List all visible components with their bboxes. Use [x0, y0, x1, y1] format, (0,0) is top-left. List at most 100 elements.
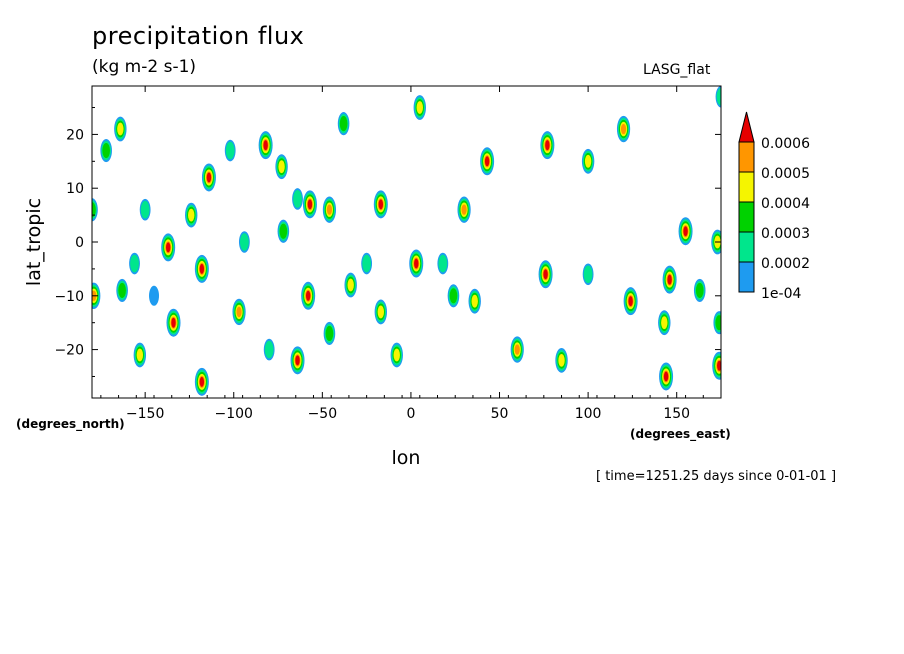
precip-cell	[194, 254, 209, 283]
precip-cell	[616, 115, 631, 143]
precip-cell	[659, 362, 674, 391]
colorbar-segment	[738, 231, 755, 263]
x-tick-label: −100	[215, 406, 253, 422]
precip-cell	[582, 263, 594, 286]
precip-cell	[623, 287, 638, 316]
precip-cell-level-6	[414, 258, 419, 269]
colorbar-label: 0.0004	[761, 196, 810, 212]
precip-cell	[275, 154, 288, 180]
precip-cell	[344, 272, 357, 298]
precip-cell	[447, 284, 460, 308]
precip-cell-level-4	[416, 101, 423, 114]
precip-cell-level-2	[264, 340, 274, 359]
precip-cell	[555, 347, 568, 373]
precip-cell-level-6	[628, 296, 633, 307]
precip-cell-level-6	[199, 263, 205, 274]
precip-cell	[114, 116, 127, 142]
x-tick-label: 150	[663, 406, 690, 422]
x-tick-label: −50	[308, 406, 338, 422]
colorbar-label: 0.0003	[761, 226, 810, 242]
precip-cell	[373, 190, 388, 219]
precip-cell	[301, 281, 316, 310]
x-tick-label: 100	[575, 406, 602, 422]
precip-cell	[302, 190, 317, 219]
precip-cell	[662, 265, 677, 294]
y-tick-label: 20	[66, 127, 84, 143]
precip-cell	[116, 278, 128, 303]
colorbar-overflow-arrow	[738, 111, 755, 143]
precip-cell-level-6	[171, 317, 176, 328]
precip-cell-level-2	[362, 254, 372, 273]
precip-cell	[323, 321, 336, 346]
precip-cell-level-6	[305, 290, 311, 301]
precip-cell	[581, 148, 595, 174]
precip-cell	[390, 342, 403, 368]
precip-cell-level-6	[717, 360, 721, 371]
y-unit-label: (degrees_north)	[16, 417, 125, 432]
precip-cell	[322, 196, 337, 223]
precip-cell	[149, 285, 160, 306]
precip-cell	[133, 342, 147, 368]
precip-cell	[166, 308, 181, 337]
time-stamp: [ time=1251.25 days since 0-01-01 ]	[596, 469, 837, 484]
precip-cell	[361, 252, 373, 275]
precip-cell	[290, 346, 305, 375]
chart-title: precipitation flux	[92, 22, 305, 50]
precip-cell	[232, 298, 246, 326]
precip-cell-level-6	[263, 140, 268, 151]
precip-cell-level-6	[543, 269, 548, 280]
colorbar-label: 0.0006	[761, 136, 810, 152]
precip-cell	[100, 138, 112, 163]
precip-cell	[258, 131, 273, 160]
precip-cell	[480, 147, 495, 176]
precip-cell-level-2	[225, 141, 235, 160]
precip-cell-level-6	[206, 172, 212, 183]
x-tick-label: −150	[126, 406, 164, 422]
precip-cell	[238, 231, 250, 253]
precip-cell-level-5	[514, 344, 520, 355]
precip-cell-level-3	[325, 325, 334, 342]
precip-cell	[161, 233, 176, 262]
precip-cell	[713, 311, 721, 335]
colorbar-segment	[738, 261, 755, 293]
precip-cell	[712, 351, 721, 380]
precip-cell	[263, 338, 275, 361]
precip-cell	[413, 95, 426, 120]
precip-cell	[693, 278, 706, 303]
precip-cell-level-4	[136, 348, 144, 362]
contour-cells	[92, 86, 721, 396]
precip-cell-level-4	[584, 154, 592, 168]
precip-cell-level-2	[140, 200, 150, 219]
y-tick-label: −20	[54, 343, 84, 359]
precip-cell-level-4	[661, 316, 668, 330]
precip-cell-level-3	[92, 202, 96, 218]
precip-cell-level-5	[461, 204, 467, 215]
precip-cell-level-5	[236, 306, 242, 318]
y-axis-ticks: −20 −10 0 10 20	[54, 107, 721, 377]
precip-cell-level-2	[583, 265, 593, 284]
precip-cell-level-4	[471, 294, 478, 308]
precip-cell	[437, 252, 449, 275]
x-axis-ticks: −150 −100 −50 0 50 100 150	[100, 86, 722, 422]
precip-cell	[129, 252, 140, 275]
x-axis-label: lon	[392, 447, 421, 469]
precip-cell	[224, 139, 236, 162]
precip-cell-level-2	[438, 254, 448, 273]
precip-cell-level-3	[102, 142, 110, 159]
x-unit-label: (degrees_east)	[630, 427, 731, 442]
precip-cell-level-4	[278, 160, 285, 174]
precip-cell-level-6	[307, 199, 313, 210]
precip-cell-level-6	[484, 156, 490, 167]
precip-cell-level-4	[377, 305, 385, 319]
precip-cell-level-3	[118, 282, 126, 299]
precip-cell	[337, 112, 350, 136]
precip-cell	[468, 288, 481, 314]
precip-cell-level-6	[683, 226, 688, 237]
colorbar-segment	[738, 171, 755, 203]
precip-cell-level-3	[339, 116, 348, 132]
precip-cell-level-4	[393, 348, 400, 362]
precip-cell-level-3	[695, 282, 704, 299]
precip-cell-level-6	[545, 140, 550, 151]
x-tick-label: 0	[406, 406, 415, 422]
precip-cell-level-5	[620, 123, 627, 135]
